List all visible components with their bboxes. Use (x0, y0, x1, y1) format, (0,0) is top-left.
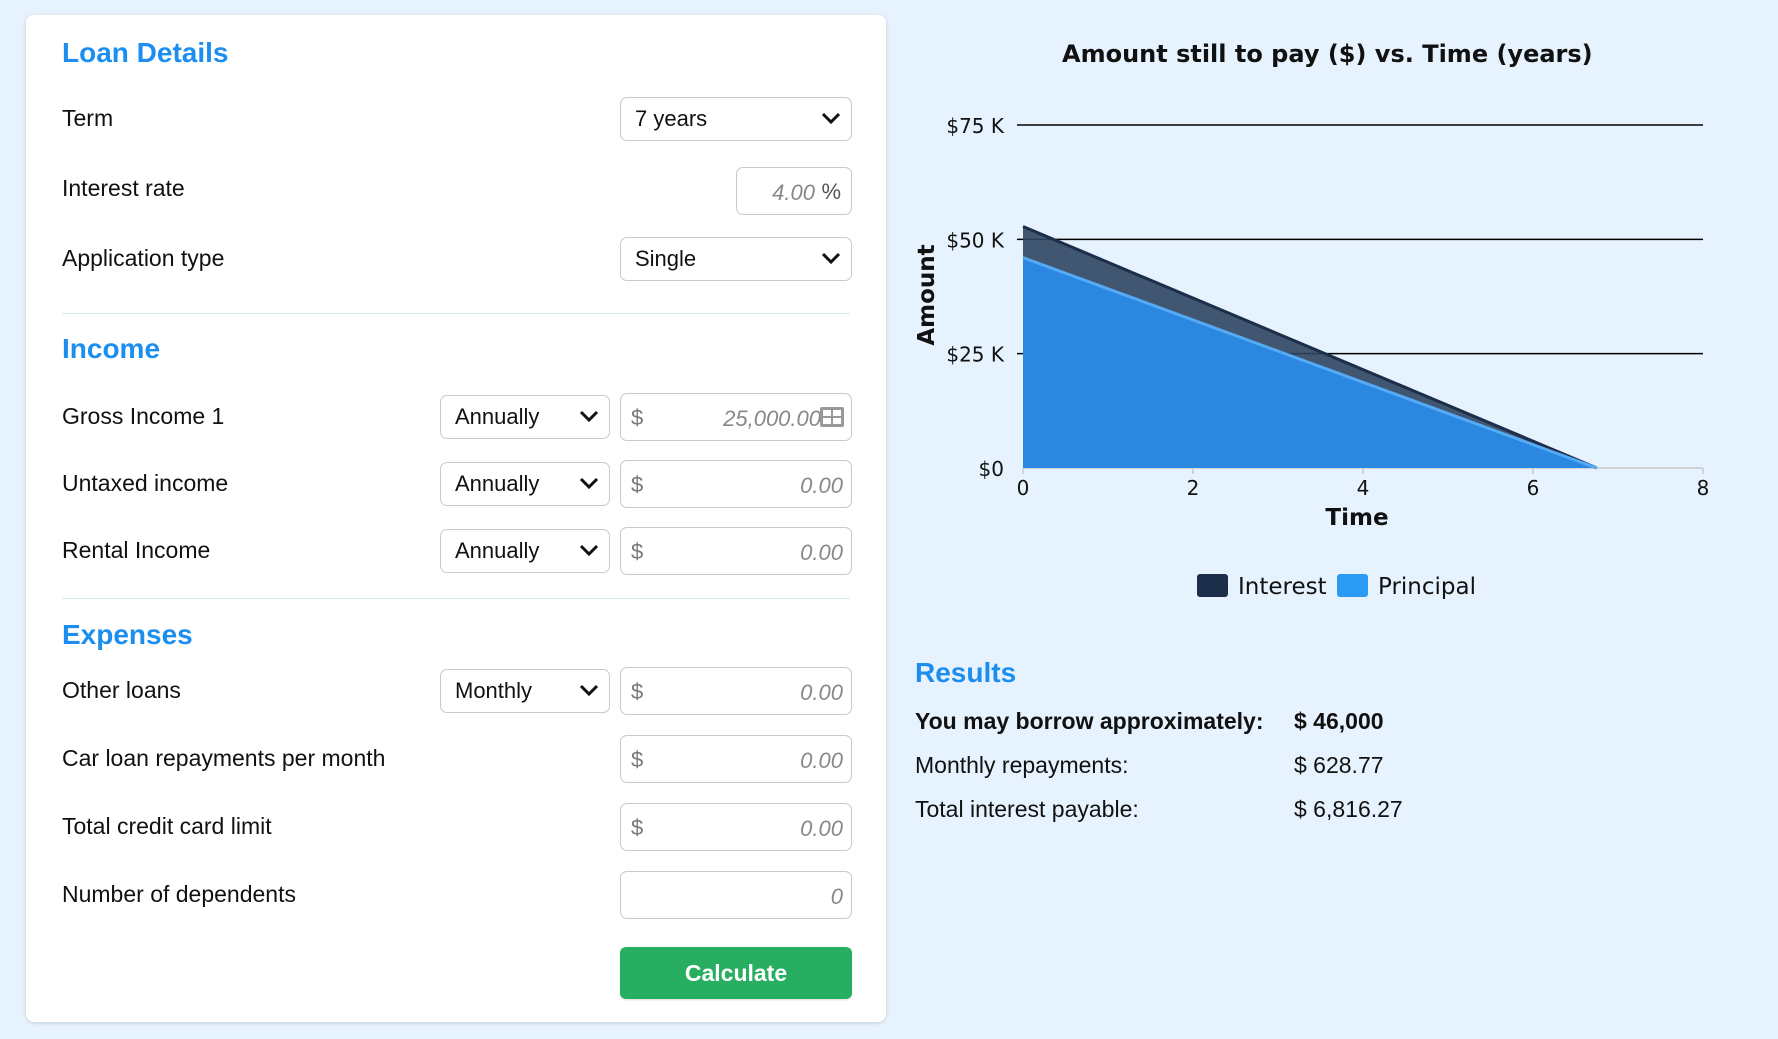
currency-symbol: $ (631, 679, 644, 704)
amount-vs-time-chart: 0 2 4 6 8 $0 $25 K $50 K $75 K Time Amount Inte… (914, 114, 1710, 600)
y-tick-label: $25 K (946, 343, 1005, 367)
chevron-down-icon (821, 112, 841, 125)
credit-card-limit-label: Total credit card limit (62, 813, 272, 839)
y-axis-label: Amount (914, 244, 940, 345)
legend-label-interest: Interest (1238, 574, 1327, 600)
dependents-label: Number of dependents (62, 881, 296, 907)
gross-income-frequency-select[interactable]: Annually (440, 395, 610, 439)
results-heading: Results (915, 657, 1017, 688)
expenses-heading: Expenses (62, 619, 193, 650)
untaxed-income-value: 0.00 (800, 473, 843, 498)
currency-symbol: $ (631, 472, 644, 497)
car-loan-label: Car loan repayments per month (62, 745, 386, 771)
income-heading: Income (62, 333, 161, 364)
principal-area-line (1022, 256, 1598, 470)
legend-swatch-interest (1197, 574, 1228, 597)
car-loan-value: 0.00 (800, 748, 843, 773)
x-tick-label: 6 (1527, 476, 1540, 500)
other-loans-frequency-select[interactable]: Monthly (440, 669, 610, 713)
application-type-select[interactable]: Single (620, 237, 852, 281)
car-loan-input[interactable]: $ 0.00 (620, 735, 852, 783)
x-tick-label: 2 (1187, 476, 1200, 500)
gross-income-input[interactable]: $ 25,000.00 (620, 393, 852, 441)
interest-area-line (1022, 225, 1598, 470)
untaxed-income-label: Untaxed income (62, 470, 229, 496)
total-interest-label: Total interest payable: (915, 796, 1139, 822)
rental-income-value: 0.00 (800, 540, 843, 565)
currency-symbol: $ (631, 539, 644, 564)
x-tick-label: 8 (1697, 476, 1710, 500)
x-tick-label: 4 (1357, 476, 1370, 500)
chevron-down-icon (579, 684, 599, 697)
percent-unit: % (821, 179, 841, 204)
y-tick-label: $75 K (946, 114, 1005, 138)
currency-symbol: $ (631, 815, 644, 840)
rental-income-frequency-select[interactable]: Annually (440, 529, 610, 573)
y-tick-label: $50 K (946, 228, 1005, 252)
dependents-value: 0 (830, 884, 843, 909)
term-label: Term (62, 105, 114, 131)
interest-rate-input[interactable]: 4.00 % (736, 167, 852, 215)
chart-legend: Interest Principal (1197, 574, 1476, 600)
other-loans-input[interactable]: $ 0.00 (620, 667, 852, 715)
rental-income-input[interactable]: $ 0.00 (620, 527, 852, 575)
untaxed-income-frequency-value: Annually (455, 471, 540, 496)
borrow-label: You may borrow approximately: (915, 708, 1264, 734)
untaxed-income-input[interactable]: $ 0.00 (620, 460, 852, 508)
interest-rate-label: Interest rate (62, 175, 185, 201)
term-select-value: 7 years (635, 106, 708, 131)
x-tick-label: 0 (1017, 476, 1030, 500)
total-interest-value: $ 6,816.27 (1294, 796, 1403, 822)
y-tick-label: $0 (979, 457, 1004, 481)
section-divider (62, 313, 850, 314)
rental-income-label: Rental Income (62, 537, 211, 563)
calculate-button[interactable]: Calculate (620, 947, 852, 999)
currency-symbol: $ (631, 405, 644, 430)
dependents-input[interactable]: 0 (620, 871, 852, 919)
loan-form-panel: Loan Details Term 7 years Interest rate … (26, 15, 886, 1022)
credit-card-limit-input[interactable]: $ 0.00 (620, 803, 852, 851)
monthly-repayments-label: Monthly repayments: (915, 752, 1129, 778)
chevron-down-icon (579, 544, 599, 557)
loan-details-heading: Loan Details (62, 37, 229, 68)
other-loans-frequency-value: Monthly (455, 678, 533, 703)
application-type-label: Application type (62, 245, 225, 271)
chevron-down-icon (579, 410, 599, 423)
gross-income-value: 25,000.00 (723, 406, 821, 431)
credit-card-limit-value: 0.00 (800, 816, 843, 841)
term-select[interactable]: 7 years (620, 97, 852, 141)
chevron-down-icon (579, 477, 599, 490)
legend-swatch-principal (1337, 574, 1368, 597)
calculator-icon[interactable] (819, 406, 845, 428)
chart-title: Amount still to pay ($) vs. Time (years) (1062, 40, 1593, 68)
currency-symbol: $ (631, 747, 644, 772)
gross-income-label: Gross Income 1 (62, 403, 225, 429)
rental-income-frequency-value: Annually (455, 538, 540, 563)
other-loans-label: Other loans (62, 677, 181, 703)
monthly-repayments-value: $ 628.77 (1294, 752, 1384, 778)
chevron-down-icon (821, 252, 841, 265)
legend-label-principal: Principal (1378, 574, 1476, 600)
application-type-value: Single (635, 246, 697, 271)
other-loans-value: 0.00 (800, 680, 843, 705)
x-axis-label: Time (1325, 505, 1388, 531)
untaxed-income-frequency-select[interactable]: Annually (440, 462, 610, 506)
borrow-value: $ 46,000 (1294, 708, 1384, 734)
section-divider (62, 598, 850, 599)
gross-income-frequency-value: Annually (455, 404, 540, 429)
interest-rate-value: 4.00 (772, 180, 815, 205)
